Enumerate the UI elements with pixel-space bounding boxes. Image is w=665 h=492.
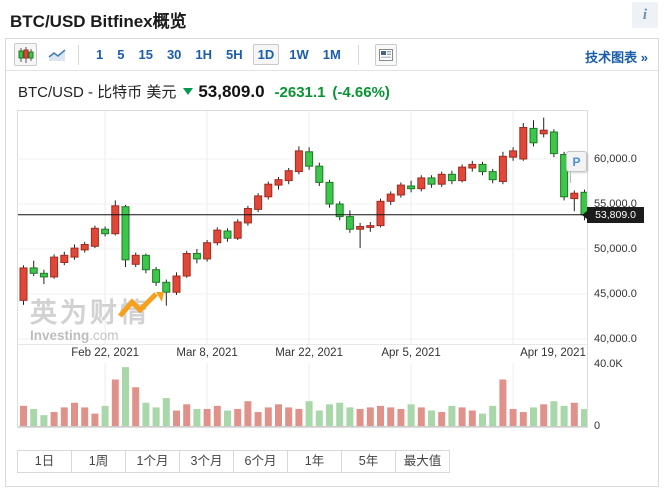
area-chart-icon [48,48,66,61]
volume-chart [20,363,587,426]
interval-1h[interactable]: 1H [195,47,213,62]
chart-widget: 1 5 15 30 1H 5H 1D 1W 1M 技术图表 » BTC/USD - 比特币 美元… [5,38,659,487]
range-button[interactable]: 1个月 [125,450,180,473]
last-price: 53,809.0 [198,82,265,101]
range-button[interactable]: 最大值 [395,450,450,473]
price-down-arrow-icon [183,87,194,95]
range-button[interactable]: 6个月 [233,450,288,473]
y-axis-label: 40,000.0 [594,333,637,346]
news-panel-button[interactable] [374,43,397,66]
interval-1[interactable]: 1 [96,47,104,62]
interval-list: 1 5 15 30 1H 5H 1D 1W 1M [89,44,348,65]
interval-5[interactable]: 5 [117,47,125,62]
interval-15[interactable]: 15 [138,47,153,62]
range-button[interactable]: 1周 [71,450,126,473]
candlestick-chart-button[interactable] [14,43,37,66]
y-axis-label: 45,000.0 [594,288,637,300]
symbol-label: BTC/USD - 比特币 美元 [18,84,177,101]
info-icon[interactable]: i [632,2,658,28]
y-axis-label: 40.0K [594,358,623,370]
x-axis-label: Apr 5, 2021 [381,347,441,359]
interval-30[interactable]: 30 [166,47,182,62]
price-pane[interactable] [18,111,587,345]
area-chart-button[interactable] [45,43,68,66]
interval-5h[interactable]: 5H [226,47,243,62]
x-axis-label: Apr 19, 2021 [520,347,586,359]
x-axis: Feb 22, 2021 Mar 8, 2021 Mar 22, 2021 Apr 5… [18,346,587,363]
chart-toolbar: 1 5 15 30 1H 5H 1D 1W 1M 技术图表 » [6,39,658,71]
interval-1m[interactable]: 1M [322,47,341,62]
y-axis-label: 60,000.0 [594,153,637,165]
volume-pane[interactable] [18,363,587,427]
range-button[interactable]: 5年 [341,450,396,473]
range-button-row: 1日 1周 1个月 3个月 6个月 1年 5年 最大值 [17,450,450,473]
page-title: BTC/USD Bitfinex概览 [10,12,187,31]
price-change-percent: (-4.66%) [332,84,390,101]
candlestick-chart [18,111,587,344]
technical-chart-link[interactable]: 技术图表 » [585,50,648,65]
toolbar-separator [78,44,79,65]
interval-1d[interactable]: 1D [252,44,280,65]
x-axis-label: Feb 22, 2021 [71,347,139,359]
y-axis-label: 0 [594,420,601,432]
y-axis: 60,000.0 55,000.0 50,000.0 45,000.0 40,000.0… [594,39,660,488]
position-marker-badge[interactable]: P [566,151,587,183]
price-change: -2631.1 [274,84,326,101]
news-icon [378,48,393,61]
range-button[interactable]: 1日 [17,450,72,473]
x-axis-label: Mar 22, 2021 [275,347,343,359]
interval-1w[interactable]: 1W [289,47,309,62]
candlestick-icon [18,46,33,63]
range-button[interactable]: 3个月 [179,450,234,473]
x-axis-label: Mar 8, 2021 [176,347,238,359]
chart-frame[interactable]: Feb 22, 2021 Mar 8, 2021 Mar 22, 2021 Apr 5… [17,110,588,428]
toolbar-separator-2 [357,44,359,65]
quote-row: BTC/USD - 比特币 美元 53,809.0 -2631.1 (-4.66… [18,81,390,102]
y-axis-label: 50,000.0 [594,243,637,255]
range-button[interactable]: 1年 [287,450,342,473]
last-price-tag: 53,809.0 [582,206,644,223]
